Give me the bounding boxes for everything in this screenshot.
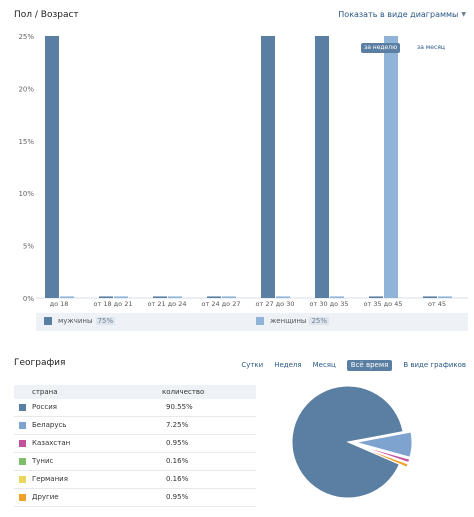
- gender-age-chart: 0% 5% 10% 15% 20% 25% до 18 от 18 до 21 от 21 до…: [18, 33, 468, 331]
- country-color-swatch: [19, 404, 26, 411]
- table-row: Другие 0.95%: [14, 489, 256, 507]
- tab-day[interactable]: Сутки: [241, 361, 264, 369]
- bar-women[interactable]: [438, 296, 452, 298]
- country-value: 0.95%: [166, 439, 189, 447]
- bar-men[interactable]: [99, 296, 113, 298]
- bar-men[interactable]: [423, 296, 437, 298]
- geography-header: География Сутки Неделя Месяц Всё время В…: [14, 358, 466, 374]
- legend-percent-women: 25%: [309, 317, 329, 325]
- country-name: Беларусь: [32, 421, 67, 429]
- pie-chart-svg: [291, 385, 413, 499]
- tab-as-graphs[interactable]: В виде графиков: [403, 361, 466, 369]
- x-tick-label: от 45: [428, 300, 446, 308]
- x-tick-label: от 27 до 30: [256, 300, 295, 308]
- country-value: 0.95%: [166, 493, 189, 501]
- legend-item-women[interactable]: женщины 25%: [256, 317, 329, 325]
- table-row: Беларусь 7.25%: [14, 417, 256, 435]
- y-tick-label: 10%: [18, 190, 34, 198]
- bar-women[interactable]: [168, 296, 182, 298]
- x-tick-label: от 35 до 45: [364, 300, 403, 308]
- bar-men[interactable]: [315, 36, 329, 298]
- y-tick-label: 20%: [18, 85, 34, 93]
- bar-women[interactable]: [330, 296, 344, 298]
- bar-men[interactable]: [153, 296, 167, 298]
- x-tick-label: от 21 до 24: [148, 300, 187, 308]
- x-tick-label: от 30 до 35: [310, 300, 349, 308]
- country-value: 7.25%: [166, 421, 189, 429]
- pie-slice[interactable]: [291, 385, 404, 499]
- geography-table: страна количество Россия 90.55% Беларусь 7.…: [14, 385, 256, 507]
- legend-swatch-women: [256, 317, 264, 325]
- table-row: Тунис 0.16%: [14, 453, 256, 471]
- country-name: Тунис: [32, 457, 54, 465]
- country-name: Россия: [32, 403, 57, 411]
- bar-men[interactable]: [207, 296, 221, 298]
- country-color-swatch: [19, 422, 26, 429]
- country-value: 90.55%: [166, 403, 193, 411]
- tab-all-time[interactable]: Всё время: [346, 360, 393, 371]
- bar-women[interactable]: [384, 36, 398, 298]
- geography-tabs: Сутки Неделя Месяц Всё время В виде граф…: [230, 360, 466, 371]
- y-tick-label: 25%: [18, 33, 34, 41]
- bar-men[interactable]: [369, 296, 383, 298]
- bar-women[interactable]: [60, 296, 74, 298]
- range-week-button[interactable]: за неделю: [361, 43, 401, 53]
- pie-slice[interactable]: [355, 431, 413, 458]
- table-row: Казахстан 0.95%: [14, 435, 256, 453]
- country-value: 0.16%: [166, 457, 189, 465]
- country-color-swatch: [19, 476, 26, 483]
- bar-chart-svg: 0% 5% 10% 15% 20% 25% до 18 от 18 до 21 от 21 до…: [18, 33, 468, 308]
- country-name: Казахстан: [32, 439, 71, 447]
- x-tick-label: от 18 до 21: [94, 300, 133, 308]
- table-row: Россия 90.55%: [14, 399, 256, 417]
- geography-title: География: [14, 358, 66, 368]
- pie-slice[interactable]: [355, 444, 409, 468]
- chevron-down-icon: ▼: [461, 11, 466, 18]
- tab-month[interactable]: Месяц: [312, 361, 336, 369]
- legend-label-women: женщины: [270, 317, 307, 325]
- column-count: количество: [162, 388, 205, 396]
- bar-women[interactable]: [222, 296, 236, 298]
- tab-week[interactable]: Неделя: [274, 361, 302, 369]
- geography-pie: [286, 380, 436, 505]
- country-color-swatch: [19, 494, 26, 501]
- country-color-swatch: [19, 440, 26, 447]
- gender-age-title: Пол / Возраст: [14, 10, 79, 20]
- gender-age-header: Пол / Возраст Показать в виде диаграммы ▼: [14, 10, 466, 26]
- bar-men[interactable]: [261, 36, 275, 298]
- x-tick-label: до 18: [50, 300, 69, 308]
- legend-swatch-men: [44, 317, 52, 325]
- country-name: Германия: [32, 475, 68, 483]
- bar-women[interactable]: [114, 296, 128, 298]
- show-as-diagram-link[interactable]: Показать в виде диаграммы ▼: [338, 10, 466, 19]
- bar-women[interactable]: [276, 296, 290, 298]
- show-as-diagram-label: Показать в виде диаграммы: [338, 10, 459, 19]
- y-tick-label: 0%: [23, 295, 34, 303]
- x-tick-label: от 24 до 27: [202, 300, 241, 308]
- column-country: страна: [32, 388, 58, 396]
- bar-men[interactable]: [45, 36, 59, 298]
- legend-percent-men: 75%: [95, 317, 116, 325]
- geography-table-header: страна количество: [14, 385, 256, 399]
- table-row: Германия 0.16%: [14, 471, 256, 489]
- country-value: 0.16%: [166, 475, 189, 483]
- legend-item-men[interactable]: мужчины 75%: [44, 317, 116, 325]
- range-month-button[interactable]: за месяц: [417, 44, 445, 51]
- country-color-swatch: [19, 458, 26, 465]
- legend-label-men: мужчины: [58, 317, 93, 325]
- y-tick-label: 15%: [18, 138, 34, 146]
- y-tick-label: 5%: [23, 243, 34, 251]
- country-name: Другие: [32, 493, 59, 501]
- chart-legend: мужчины 75% женщины 25%: [36, 313, 468, 331]
